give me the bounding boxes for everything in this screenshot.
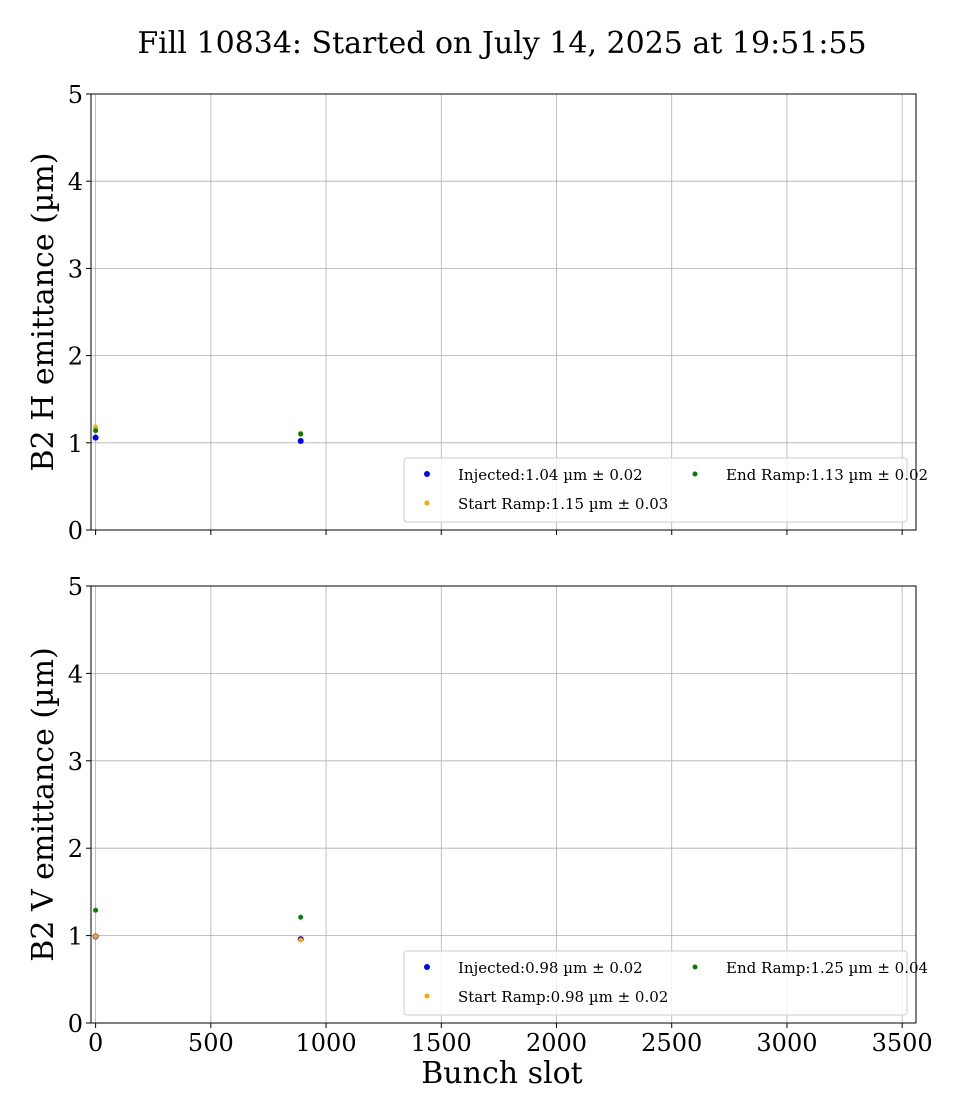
x-tick-label: 0 (88, 1029, 103, 1057)
y-tick-label: 5 (68, 573, 83, 601)
legend-entry: Start Ramp:0.98 µm ± 0.02 (458, 988, 668, 1006)
y-tick-label: 4 (68, 168, 83, 196)
legend-entry: Injected:1.04 µm ± 0.02 (458, 466, 643, 484)
legend-entry: Injected:0.98 µm ± 0.02 (458, 959, 643, 977)
y-axis-label: B2 H emittance (µm) (26, 153, 61, 472)
legend-entry: Start Ramp:1.15 µm ± 0.03 (458, 495, 668, 513)
subplot-1: 0 1 2 3 4 5 B2 H emittance (µm) Injected:1.04 µ… (26, 81, 928, 545)
legend-box (403, 457, 908, 523)
x-tick-label: 2000 (526, 1029, 587, 1057)
data-point-end-ramp (93, 907, 99, 913)
data-point-start-ramp (93, 424, 99, 430)
plot-frame (90, 585, 917, 1024)
y-tick-label: 5 (68, 81, 83, 109)
y-tick-label: 1 (68, 430, 83, 458)
x-tick-label: 2500 (641, 1029, 702, 1057)
legend-marker (424, 471, 430, 477)
y-tick-label: 0 (68, 517, 83, 545)
y-tick-label: 3 (68, 748, 83, 776)
x-axis-label: Bunch slot (421, 1056, 582, 1091)
legend-entry: End Ramp:1.13 µm ± 0.02 (726, 466, 928, 484)
data-point-end-ramp (298, 914, 304, 920)
y-tick-label: 2 (68, 835, 83, 863)
plot-frame (90, 93, 917, 531)
data-point-end-ramp (93, 428, 99, 434)
legend: Injected:0.98 µm ± 0.02 Start Ramp:0.98 µ… (403, 950, 928, 1016)
legend-marker (424, 993, 430, 999)
y-tick-label: 3 (68, 255, 83, 283)
data-point-injected (297, 438, 304, 445)
y-tick-label: 2 (68, 343, 83, 371)
data-point-injected (92, 434, 99, 441)
data-point-end-ramp (298, 431, 304, 437)
x-tick-label: 1500 (411, 1029, 472, 1057)
legend-marker (692, 471, 698, 477)
legend-marker (424, 964, 430, 970)
legend-marker (692, 964, 698, 970)
x-tick-label: 1000 (296, 1029, 357, 1057)
legend-entry: End Ramp:1.25 µm ± 0.04 (726, 959, 928, 977)
legend-box (403, 950, 908, 1016)
y-tick-label: 1 (68, 923, 83, 951)
legend: Injected:1.04 µm ± 0.02 Start Ramp:1.15 µ… (403, 457, 928, 523)
x-tick-label: 3000 (756, 1029, 817, 1057)
data-point-start-ramp (298, 937, 304, 943)
x-tick-label: 3500 (872, 1029, 933, 1057)
legend-marker (424, 500, 430, 506)
chart-title: Fill 10834: Started on July 14, 2025 at … (137, 26, 866, 61)
subplot-2: 0 500 1000 1500 2000 2500 3000 3500 0 1 2 3 4 5 B2 V e… (26, 573, 933, 1057)
y-axis-label: B2 V emittance (µm) (26, 647, 61, 961)
data-point-start-ramp (93, 933, 99, 939)
y-tick-label: 0 (68, 1010, 83, 1038)
x-tick-label: 500 (188, 1029, 234, 1057)
y-tick-label: 4 (68, 660, 83, 688)
